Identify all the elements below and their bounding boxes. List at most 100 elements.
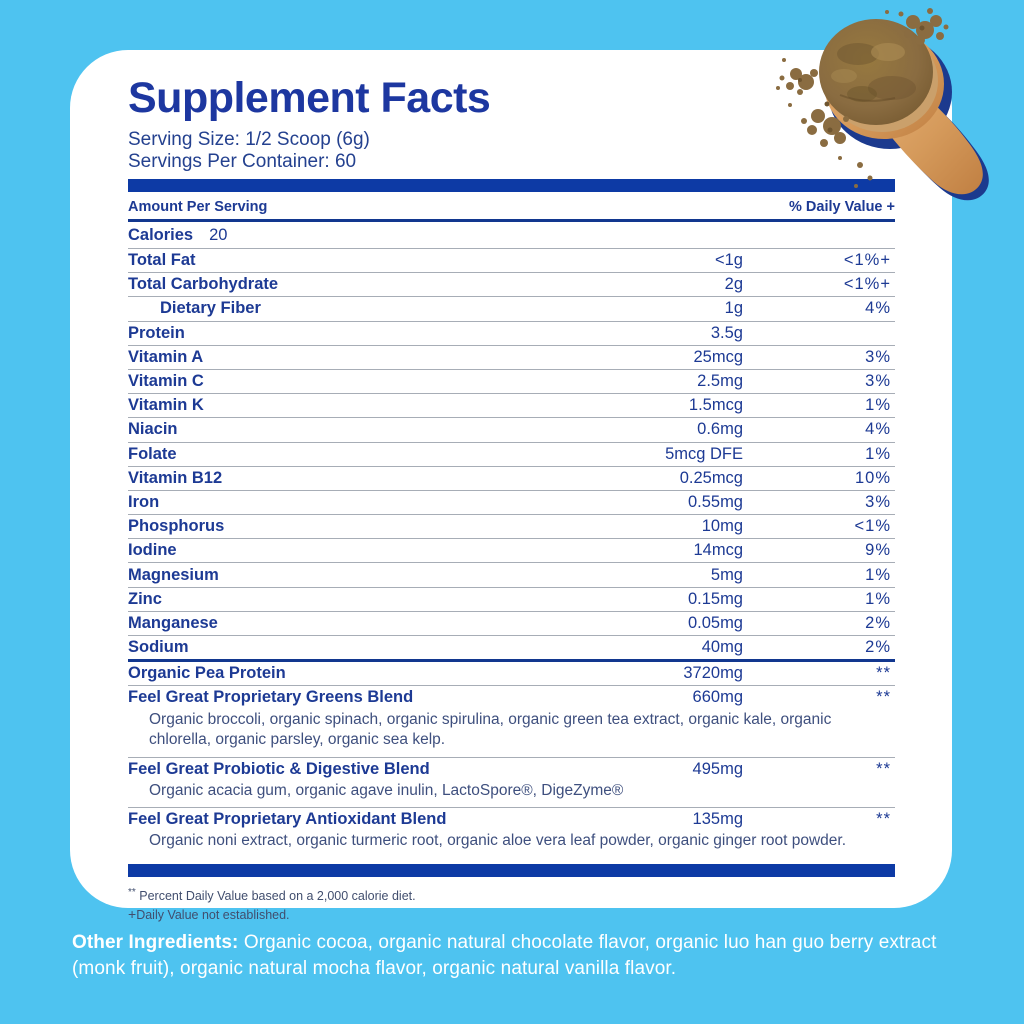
nutrient-amount: <1g [715,251,743,270]
nutrient-daily-value: 4% [865,420,891,439]
nutrient-daily-value: <1% [854,517,891,536]
nutrient-amount: 14mcg [693,541,743,560]
nutrient-row: Vitamin C 2.5mg 3% [128,370,895,395]
nutrient-amount: 5mcg DFE [665,444,743,463]
nutrient-daily-value: 3% [865,347,891,366]
nutrient-row: Dietary Fiber 1g 4% [128,297,895,322]
nutrient-name: Feel Great Probiotic & Digestive Blend [128,759,430,778]
nutrient-amount: 25mcg [693,347,743,366]
calories-label: Calories [128,226,194,244]
nutrient-daily-value: 10% [854,468,891,487]
nutrient-amount: 660mg [692,688,743,707]
facts-rows: Total Fat <1g <1%+ Total Carbohydrate 2g… [128,249,895,858]
nutrient-name: Iodine [128,541,177,560]
nutrient-daily-value: 2% [865,613,891,632]
blend-ingredients: Organic broccoli, organic spinach, organ… [149,710,832,749]
nutrient-amount: 135mg [692,810,743,829]
amount-per-serving-header: Amount Per Serving [128,199,268,215]
nutrient-row: Zinc 0.15mg 1% [128,588,895,612]
nutrient-daily-value: 2% [865,638,891,657]
table-header-row: Amount Per Serving % Daily Value + [128,192,895,222]
nutrient-row: Protein 3.5g [128,322,895,346]
nutrient-name: Dietary Fiber [160,299,261,318]
other-ingredients: Other Ingredients: Organic cocoa, organi… [72,930,964,982]
calories-row: Calories 20 [128,222,895,249]
powder-spill-icon [776,8,949,188]
footnote-plus-marker: + [128,906,137,923]
nutrient-amount: 40mg [701,638,743,657]
powder-mound-icon [819,19,933,125]
nutrient-row: Iron 0.55mg 3% [128,491,895,516]
nutrient-amount: 2.5mg [697,372,743,391]
nutrient-name: Feel Great Proprietary Greens Blend [128,688,414,707]
nutrient-name: Vitamin A [128,347,204,366]
nutrient-name: Iron [128,492,160,511]
nutrient-name: Phosphorus [128,517,225,536]
nutrient-row: Feel Great Proprietary Antioxidant Blend… [128,808,895,858]
nutrient-name: Sodium [128,638,189,657]
nutrient-daily-value: 3% [865,492,891,511]
nutrient-daily-value: ** [876,759,891,778]
nutrient-daily-value: 4% [865,299,891,318]
nutrient-amount: 495mg [692,759,743,778]
nutrient-row: Magnesium 5mg 1% [128,563,895,588]
nutrient-name: Folate [128,444,177,463]
nutrient-daily-value: 1% [865,396,891,415]
nutrient-amount: 1.5mcg [688,396,743,415]
nutrient-name: Vitamin B12 [128,468,223,487]
nutrient-daily-value: <1%+ [843,275,891,294]
nutrient-daily-value: 1% [865,565,891,584]
nutrient-daily-value: ** [876,810,891,829]
nutrient-daily-value: 1% [865,589,891,608]
other-ingredients-text: Organic cocoa, organic natural chocolate… [72,932,937,979]
nutrient-amount: 3.5g [710,323,743,342]
nutrient-amount: 0.15mg [687,589,743,608]
nutrient-name: Feel Great Proprietary Antioxidant Blend [128,810,447,829]
nutrient-name: Niacin [128,420,178,439]
nutrient-daily-value: ** [876,664,891,683]
footnote-daily-value-text: Percent Daily Value based on a 2,000 cal… [135,889,416,904]
nutrient-amount: 1g [724,299,743,318]
nutrient-row: Manganese 0.05mg 2% [128,612,895,636]
nutrient-amount: 5mg [710,565,743,584]
nutrient-name: Zinc [128,589,162,608]
nutrient-daily-value: 1% [865,444,891,463]
footnote-not-established: +Daily Value not established. [128,907,895,922]
nutrient-row: Vitamin A 25mcg 3% [128,346,895,370]
nutrient-row: Feel Great Probiotic & Digestive Blend 4… [128,758,895,809]
nutrient-name: Total Carbohydrate [128,275,279,294]
nutrient-amount: 0.05mg [687,613,743,632]
nutrient-name: Total Fat [128,251,196,270]
nutrient-name: Organic Pea Protein [128,664,286,683]
nutrient-amount: 3720mg [683,664,743,683]
nutrient-daily-value: <1%+ [843,251,891,270]
calories-value: 20 [209,226,228,244]
divider-bar-top [128,179,895,192]
spoon-powder-illustration [776,8,989,201]
nutrient-row: Iodine 14mcg 9% [128,539,895,564]
nutrient-daily-value: ** [876,688,891,707]
nutrient-name: Protein [128,323,185,342]
nutrient-row: Phosphorus 10mg <1% [128,515,895,540]
nutrient-row: Niacin 0.6mg 4% [128,418,895,443]
nutrient-amount: 0.6mg [697,420,743,439]
nutrient-name: Manganese [128,613,218,632]
footnote-asterisks-marker: ** [128,886,136,898]
blend-ingredients: Organic noni extract, organic turmeric r… [149,832,847,850]
servings-per-container-text: Servings Per Container: 60 [128,150,357,172]
blend-ingredients: Organic acacia gum, organic agave inulin… [149,781,624,799]
nutrient-row: Feel Great Proprietary Greens Blend 660m… [128,686,895,758]
nutrient-row: Folate 5mcg DFE 1% [128,443,895,467]
page-title: Supplement Facts [128,74,491,122]
nutrient-daily-value: 9% [865,541,891,560]
supplement-facts-panel: Supplement Facts Serving Size: 1/2 Scoop… [70,50,952,922]
nutrient-daily-value: 3% [865,372,891,391]
other-ingredients-label: Other Ingredients: [72,932,239,953]
nutrient-row: Total Fat <1g <1%+ [128,249,895,274]
nutrient-row: Sodium 40mg 2% [128,636,895,663]
footnote-not-established-text: Daily Value not established. [136,908,290,923]
nutrient-row: Vitamin B12 0.25mcg 10% [128,467,895,491]
nutrient-name: Vitamin C [128,372,204,391]
nutrient-name: Vitamin K [128,396,204,415]
nutrient-amount: 2g [724,275,743,294]
